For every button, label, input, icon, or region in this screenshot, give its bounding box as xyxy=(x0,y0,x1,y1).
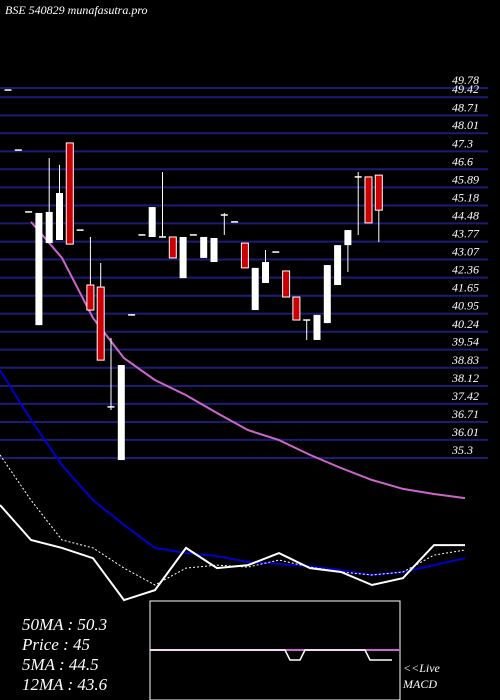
stat-label: 12MA : 43.6 xyxy=(22,675,108,694)
macd-line xyxy=(150,649,392,661)
stat-label: Price : 45 xyxy=(21,635,90,654)
live-label: <<Live xyxy=(403,661,441,675)
ma-line xyxy=(0,504,465,602)
y-tick-label: 35.3 xyxy=(451,443,473,457)
candle-body xyxy=(179,236,187,279)
y-tick-label: 48.01 xyxy=(452,118,479,132)
candle-body xyxy=(364,176,373,224)
candle-body xyxy=(344,230,352,246)
candle-body xyxy=(117,364,125,461)
candle-body xyxy=(56,193,63,241)
y-tick-label: 41.65 xyxy=(452,281,479,295)
candle-body xyxy=(168,236,177,259)
y-tick-label: 36.01 xyxy=(451,425,479,439)
y-tick-label: 49.42 xyxy=(452,82,479,96)
y-tick-label: 42.36 xyxy=(452,263,479,277)
candle-body xyxy=(210,237,218,263)
ma-line xyxy=(0,454,466,586)
candle-body xyxy=(45,211,53,244)
candle-body xyxy=(200,236,208,258)
candle-body xyxy=(251,267,259,311)
y-tick-label: 43.77 xyxy=(452,227,480,241)
candle-body xyxy=(262,262,269,283)
candle-body xyxy=(148,207,156,237)
y-tick-label: 44.48 xyxy=(452,208,479,222)
candle-body xyxy=(65,142,74,245)
y-tick-label: 46.6 xyxy=(452,154,473,168)
y-tick-label: 40.24 xyxy=(452,317,479,331)
candle-body xyxy=(240,242,249,269)
y-tick-label: 40.95 xyxy=(452,299,479,313)
candle-body xyxy=(323,265,331,324)
stat-label: 5MA : 44.5 xyxy=(22,655,99,674)
y-tick-label: 37.42 xyxy=(451,389,479,403)
macd-label: MACD xyxy=(402,677,437,691)
y-tick-label: 43.07 xyxy=(452,244,480,258)
stat-label: 50MA : 50.3 xyxy=(22,615,107,634)
y-tick-label: 39.54 xyxy=(451,335,479,349)
y-tick-label: 38.12 xyxy=(451,371,479,385)
candle-body xyxy=(292,296,301,321)
y-tick-label: 47.3 xyxy=(452,136,473,150)
candle-body xyxy=(313,314,321,340)
candle-body xyxy=(334,245,342,286)
y-tick-label: 45.18 xyxy=(452,191,479,205)
y-tick-label: 36.71 xyxy=(451,407,479,421)
candle-body xyxy=(96,286,105,361)
y-tick-label: 45.89 xyxy=(452,172,479,186)
y-tick-label: 48.71 xyxy=(452,100,479,114)
chart-title: BSE 540829 munafasutra.pro xyxy=(5,3,148,17)
y-tick-label: 38.83 xyxy=(451,353,479,367)
candle-body xyxy=(86,284,95,311)
candle-body xyxy=(374,174,383,211)
y-tick-label: 49.78 xyxy=(452,73,479,87)
candle-body xyxy=(35,212,43,326)
candle-body xyxy=(282,270,291,298)
